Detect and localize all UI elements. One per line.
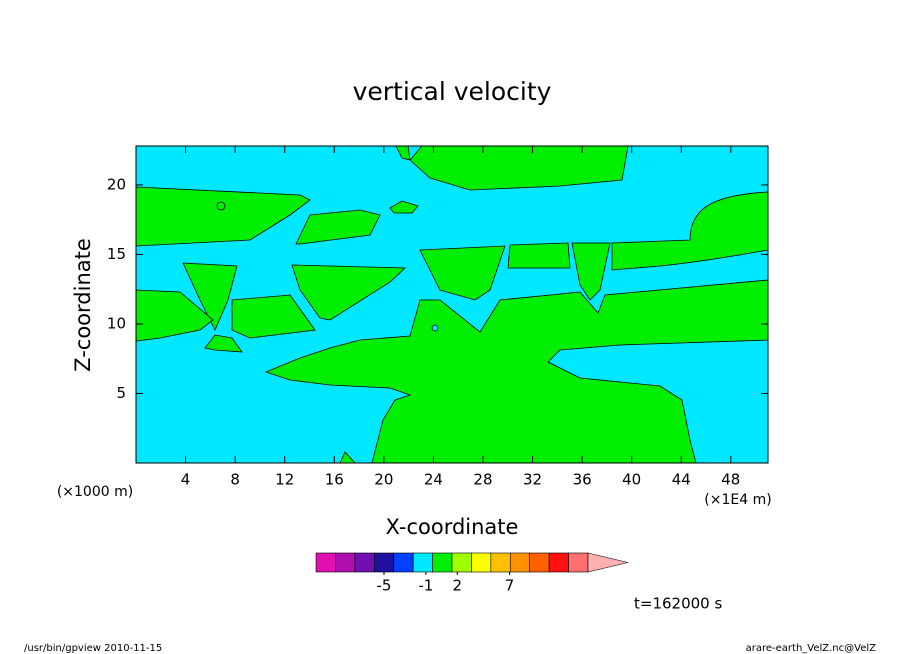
y-tick-label: 20 xyxy=(107,175,126,193)
x-tick-label: 44 xyxy=(672,471,691,489)
colorbar-segment xyxy=(393,552,414,573)
region xyxy=(204,334,243,353)
region xyxy=(409,145,629,191)
colorbar-segment xyxy=(509,552,531,573)
region xyxy=(389,200,419,214)
x-tick-label: 4 xyxy=(181,471,191,489)
region xyxy=(295,209,381,245)
y-axis-label: Z-coordinate xyxy=(71,238,95,372)
region xyxy=(182,262,238,331)
y-tick-label: 15 xyxy=(107,245,126,263)
region xyxy=(419,245,506,301)
x-tick-label: 24 xyxy=(424,471,443,489)
x-tick-label: 36 xyxy=(573,471,592,489)
colorbar-extension xyxy=(587,552,629,573)
colorbar-segment xyxy=(315,552,336,573)
colorbar-tick-label: -5 xyxy=(377,577,392,595)
contour-fill xyxy=(135,145,769,464)
footer-left: /usr/bin/gpview 2010-11-15 xyxy=(24,643,162,654)
footer-right: arare-earth_VelZ.nc@VelZ xyxy=(746,643,877,654)
colorbar-segment xyxy=(548,552,569,573)
x-axis-label: X-coordinate xyxy=(386,515,519,539)
x-unit-left: (×1000 m) xyxy=(57,484,133,500)
colorbar-tick-label: 7 xyxy=(505,577,515,595)
colorbar-tick-label: 2 xyxy=(452,577,462,595)
chart-title: vertical velocity xyxy=(353,77,552,106)
colorbar-segment xyxy=(568,552,589,573)
x-tick-label: 32 xyxy=(523,471,542,489)
region xyxy=(231,294,316,339)
y-tick-label: 10 xyxy=(107,314,126,332)
colorbar-segment xyxy=(529,552,550,573)
x-tick-label: 40 xyxy=(622,471,641,489)
time-label: t=162000 s xyxy=(634,595,722,613)
colorbar-tick-label: -1 xyxy=(418,577,433,595)
region xyxy=(264,279,769,464)
colorbar-segment xyxy=(471,552,492,573)
colorbar-segment xyxy=(490,552,511,573)
x-tick-label: 20 xyxy=(374,471,393,489)
y-tick-label: 5 xyxy=(116,384,126,402)
colorbar-segment xyxy=(335,552,356,573)
x-tick-label: 12 xyxy=(275,471,294,489)
colorbar-segment xyxy=(412,552,433,573)
region xyxy=(507,242,571,269)
plot-frame xyxy=(135,145,769,464)
x-tick-label: 28 xyxy=(473,471,492,489)
x-unit-right: (×1E4 m) xyxy=(704,492,771,508)
colorbar-segment xyxy=(354,552,375,573)
colorbar: -5 -1 2 7 xyxy=(315,552,629,595)
colorbar-segment xyxy=(373,552,395,573)
region xyxy=(291,264,406,321)
x-tick-label: 16 xyxy=(325,471,344,489)
region xyxy=(571,242,611,301)
x-tick-label: 8 xyxy=(230,471,240,489)
region xyxy=(216,201,226,211)
x-tick-label: 48 xyxy=(721,471,740,489)
colorbar-segment xyxy=(432,552,453,573)
region xyxy=(431,324,439,332)
colorbar-segment xyxy=(451,552,472,573)
